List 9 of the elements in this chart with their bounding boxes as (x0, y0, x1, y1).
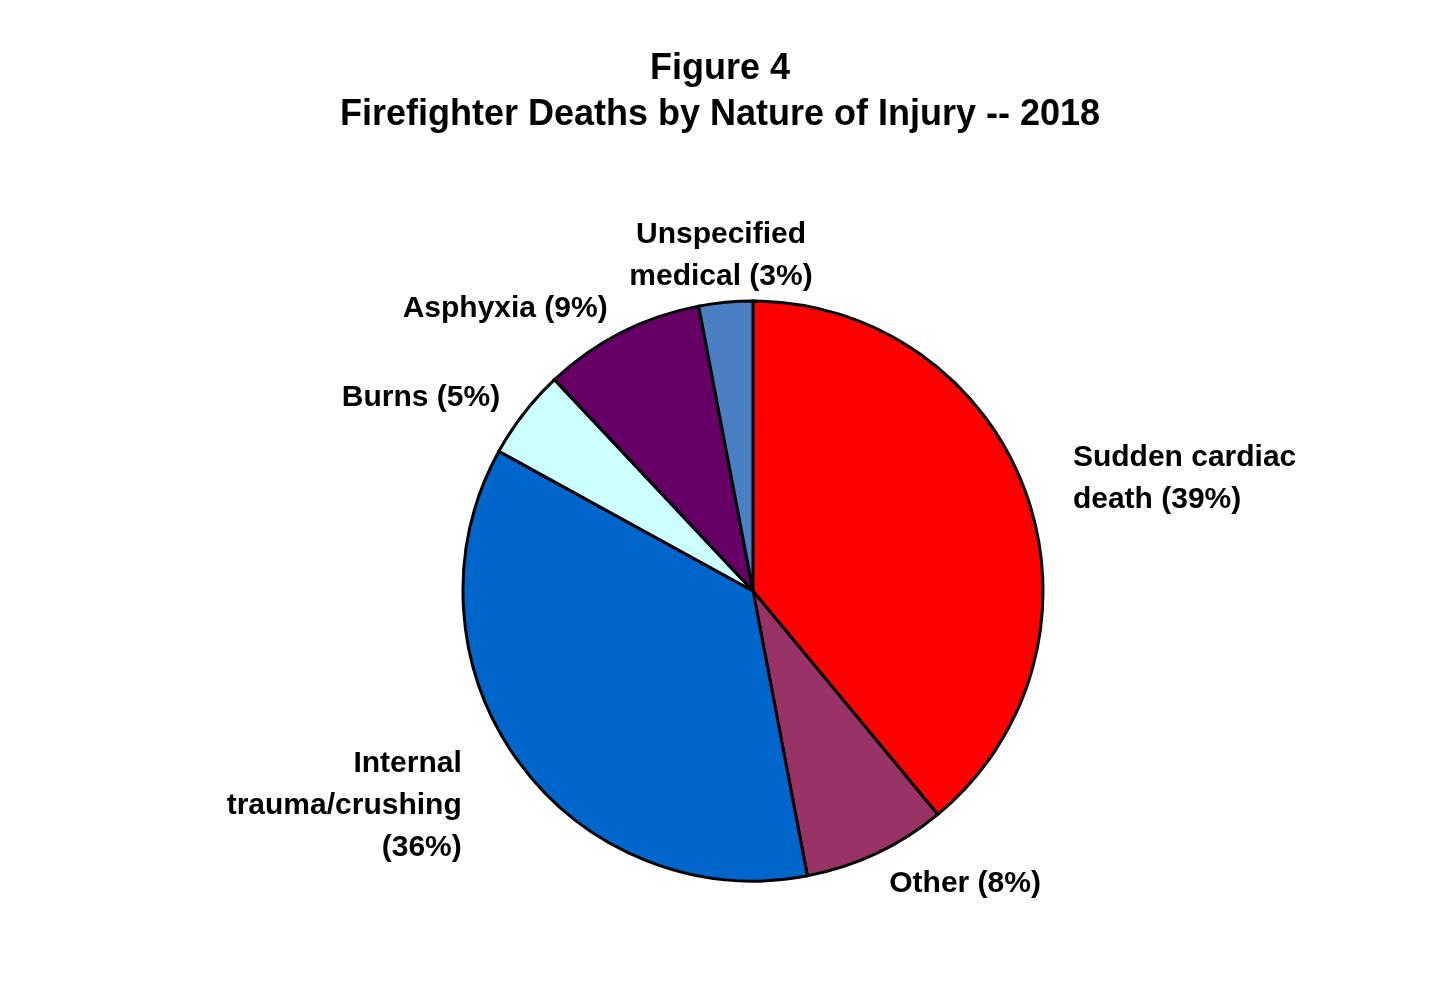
data-label: (36%) (381, 828, 462, 862)
slice-label: Other (8%) (889, 864, 1041, 898)
chart-title: Figure 4 (649, 45, 791, 89)
slice-label: Sudden cardiac death (39%) (1072, 438, 1297, 514)
slice-label: Unspecified medical (3%) (629, 215, 813, 291)
slice-label: Internal trauma/crushing (226, 744, 462, 820)
chart-subtitle: Firefighter Deaths by Nature of Injury -- 2018 (338, 91, 1102, 135)
slice-label: Burns (5%) (341, 378, 501, 412)
slice-label: Asphyxia (9%) (402, 289, 608, 323)
